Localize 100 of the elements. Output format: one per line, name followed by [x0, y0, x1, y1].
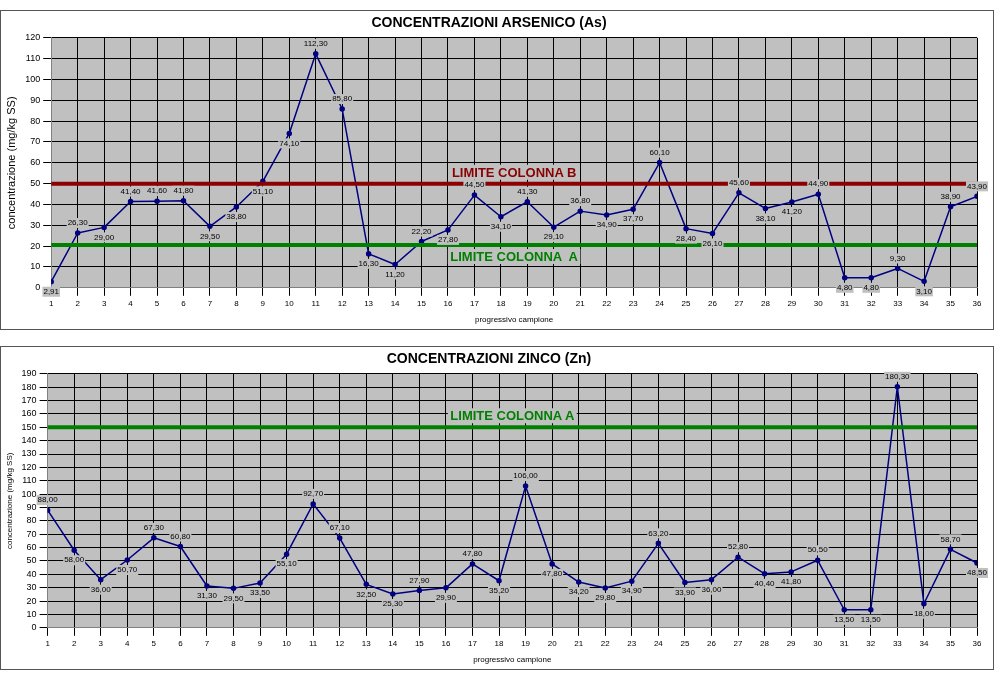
x-tick-label: 35 — [945, 638, 956, 648]
x-tick-label: 24 — [653, 638, 664, 648]
x-tick-label: 12 — [335, 638, 345, 648]
x-tick-label: 35 — [946, 298, 956, 308]
data-label: 67,30 — [143, 523, 165, 533]
data-label: 9,30 — [889, 253, 906, 263]
data-label: 37,70 — [623, 214, 644, 224]
x-tick-label: 32 — [866, 638, 876, 648]
y-tick-label: 140 — [21, 435, 37, 446]
x-tick-label: 8 — [231, 638, 237, 648]
data-label: 26,10 — [702, 238, 724, 248]
x-tick-label: 32 — [866, 298, 877, 308]
y-axis-title: concentrazione (mg/kg SS) — [4, 96, 17, 230]
x-tick-label: 26 — [707, 638, 717, 648]
x-tick-label: 36 — [972, 638, 982, 648]
x-tick-label: 9 — [257, 638, 263, 648]
y-tick-label: 40 — [26, 568, 37, 579]
y-tick-label: 100 — [21, 488, 37, 499]
data-label: 22,20 — [411, 226, 433, 236]
x-tick-label: 28 — [760, 298, 771, 308]
y-tick-label: 150 — [21, 421, 37, 432]
data-label: 26,30 — [67, 218, 89, 228]
x-tick-label: 5 — [151, 638, 157, 648]
x-tick-label: 26 — [708, 298, 718, 308]
data-label: 45,60 — [728, 178, 750, 187]
x-tick-label: 10 — [282, 638, 292, 648]
data-label: 27,90 — [409, 575, 430, 585]
y-tick-label: 30 — [30, 219, 41, 230]
data-label: 47,80 — [462, 549, 484, 559]
data-label: 13,50 — [860, 614, 882, 624]
data-label: 58,70 — [940, 534, 961, 544]
x-tick-label: 18 — [496, 298, 506, 308]
x-tick-label: 1 — [45, 638, 51, 648]
x-tick-label: 11 — [311, 298, 321, 308]
x-tick-label: 22 — [602, 298, 612, 308]
data-label: 2,91 — [43, 286, 60, 296]
y-tick-label: 80 — [26, 515, 37, 526]
x-tick-label: 3 — [101, 298, 107, 308]
x-tick-label: 36 — [972, 298, 982, 308]
x-tick-label: 2 — [75, 298, 81, 308]
y-tick-label: 70 — [26, 528, 37, 539]
data-label: 38,80 — [226, 212, 247, 222]
y-tick-label: 100 — [25, 73, 41, 84]
y-tick-label: 20 — [26, 595, 37, 606]
data-label: 112,30 — [303, 39, 329, 49]
x-tick-label: 31 — [840, 298, 850, 308]
data-label: 29,90 — [435, 593, 457, 603]
data-label: 38,10 — [755, 213, 776, 223]
x-tick-label: 15 — [417, 298, 427, 308]
x-tick-label: 18 — [494, 638, 505, 648]
x-tick-label: 15 — [414, 638, 425, 648]
data-label: 48,50 — [966, 568, 988, 578]
data-label: 33,90 — [674, 587, 696, 597]
x-tick-label: 7 — [207, 298, 213, 308]
data-label: 41,80 — [781, 577, 802, 587]
x-tick-label: 25 — [681, 298, 692, 308]
data-label: 106,00 — [513, 471, 539, 481]
ref-line-label: LIMITE COLONNA A — [450, 408, 575, 424]
x-axis-title: progressivo campione — [473, 655, 552, 665]
y-tick-label: 10 — [26, 608, 37, 619]
x-tick-label: 25 — [680, 638, 690, 648]
data-label: 13,50 — [834, 614, 855, 624]
y-axis-title: concentrazione (mg/kg SS) — [5, 452, 14, 550]
data-label: 74,10 — [279, 138, 300, 148]
x-tick-label: 3 — [98, 638, 104, 648]
data-label: 36,00 — [701, 584, 723, 594]
data-label: 55,10 — [276, 559, 298, 569]
x-tick-label: 1 — [48, 298, 54, 308]
data-label: 41,30 — [517, 186, 538, 196]
x-tick-label: 7 — [204, 638, 210, 648]
x-tick-label: 14 — [390, 298, 401, 308]
chart-title: CONCENTRAZIONI ZINCO (Zn) — [386, 350, 592, 367]
data-label: 4,80 — [836, 283, 854, 292]
data-label: 34,90 — [621, 586, 643, 596]
x-tick-label: 33 — [892, 638, 903, 648]
y-tick-label: 0 — [35, 282, 41, 293]
y-tick-label: 60 — [26, 542, 37, 553]
data-label: 41,80 — [173, 185, 195, 195]
y-tick-label: 30 — [26, 582, 37, 593]
data-label: 41,20 — [781, 207, 803, 217]
x-tick-label: 6 — [178, 638, 184, 648]
x-tick-label: 21 — [574, 638, 584, 648]
data-label: 29,50 — [223, 593, 245, 603]
x-tick-label: 29 — [787, 298, 797, 308]
x-tick-label: 16 — [443, 298, 453, 308]
data-label: 16,30 — [358, 259, 380, 269]
data-label: 52,80 — [728, 542, 749, 552]
x-tick-label: 19 — [522, 298, 533, 308]
data-label: 36,80 — [570, 196, 591, 206]
x-tick-label: 12 — [337, 298, 348, 308]
y-tick-label: 110 — [25, 53, 41, 64]
x-tick-label: 27 — [734, 298, 744, 308]
y-tick-label: 50 — [30, 178, 41, 189]
data-label: 38,90 — [940, 191, 962, 201]
y-tick-label: 0 — [31, 622, 37, 633]
chart-title: CONCENTRAZIONI ARSENICO (As) — [371, 14, 607, 31]
data-label: 63,20 — [648, 528, 669, 538]
x-tick-label: 16 — [441, 638, 451, 648]
x-tick-label: 6 — [181, 298, 187, 308]
x-tick-label: 22 — [600, 638, 611, 648]
